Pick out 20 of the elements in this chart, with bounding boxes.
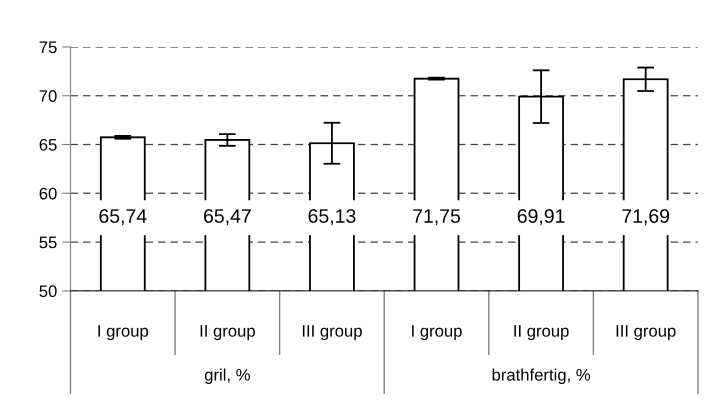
y-tick-label: 50 <box>39 285 57 298</box>
data-label: 71,75 <box>413 209 460 226</box>
y-tick-label: 75 <box>40 42 57 54</box>
y-tick-label: 55 <box>39 236 57 248</box>
x-tick-label: III group <box>302 325 362 340</box>
text: gril, % <box>204 368 250 384</box>
data-label: 65,13 <box>308 209 356 226</box>
x-tick-label: III group <box>616 325 676 340</box>
y-tick-label: 60 <box>40 188 57 200</box>
data-label: 71,69 <box>622 209 670 226</box>
x-tick-label: I group <box>412 325 462 340</box>
data-label: 65,47 <box>204 209 251 226</box>
x-tick-label: I group <box>98 325 148 340</box>
x-tick-label: II group <box>200 325 255 340</box>
x-tick-label: II group <box>514 325 569 340</box>
text: brathfertig, % <box>492 368 590 384</box>
y-tick-label: 70 <box>40 90 57 102</box>
data-label: 65,74 <box>99 209 147 226</box>
y-tick-label: 65 <box>40 138 57 151</box>
data-label: 69,91 <box>518 209 564 226</box>
